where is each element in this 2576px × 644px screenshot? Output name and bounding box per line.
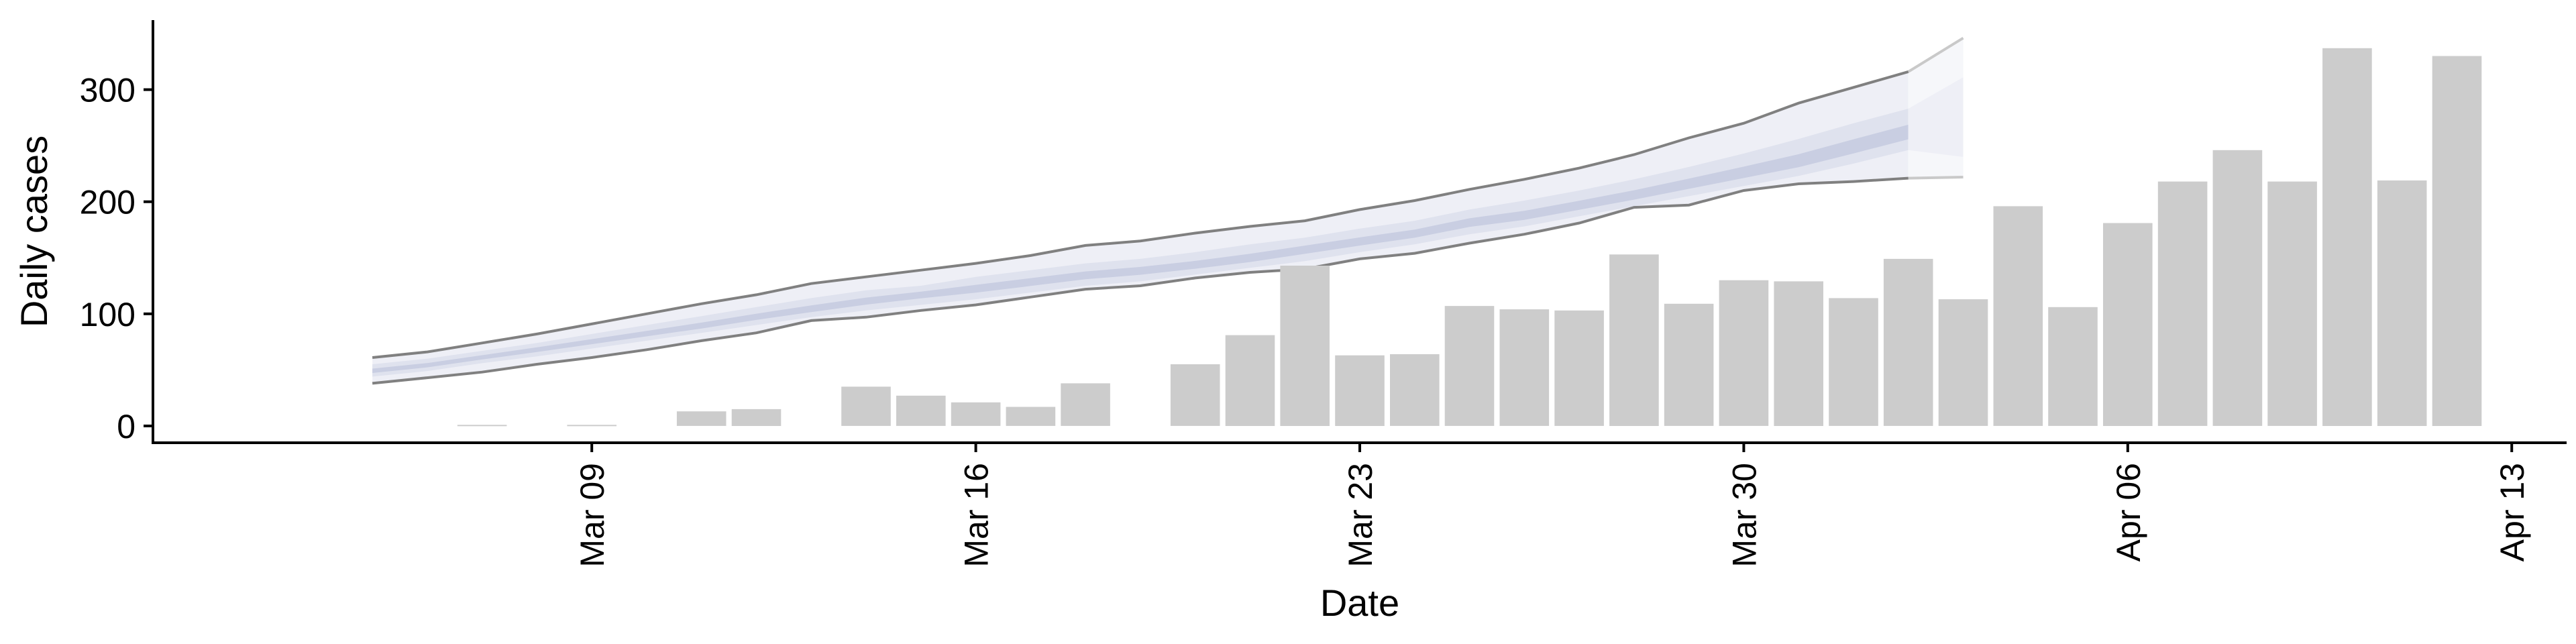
bar <box>1499 309 1550 426</box>
band-lower-line <box>372 176 1909 385</box>
bar <box>1225 335 1275 426</box>
x-tick-label: Apr 06 <box>2110 463 2147 561</box>
y-tick-label: 300 <box>80 72 136 109</box>
bar <box>731 409 782 426</box>
x-axis-title: Date <box>1320 582 1399 624</box>
bar <box>1993 206 2043 426</box>
bar <box>2377 180 2427 426</box>
bar <box>1280 266 1330 426</box>
bar <box>1554 310 1604 426</box>
bar <box>1938 299 1988 426</box>
band-tail-upper-line <box>1907 36 1964 73</box>
band-outer-interval <box>372 71 1909 384</box>
bar <box>1883 258 1933 426</box>
bar <box>1061 383 1110 426</box>
y-tick-label: 200 <box>80 184 136 221</box>
bar <box>1719 280 1769 426</box>
bar <box>896 395 946 426</box>
bar <box>2157 181 2208 426</box>
band-mid-interval <box>372 109 1909 377</box>
bar-series <box>457 48 2482 427</box>
bar <box>841 386 891 426</box>
bar <box>567 425 616 427</box>
bar <box>2048 307 2098 426</box>
x-tick-label: Mar 09 <box>574 463 611 568</box>
x-tick-label: Mar 23 <box>1342 463 1379 568</box>
bar <box>1335 355 1385 426</box>
bar <box>2267 181 2317 426</box>
bar <box>1444 306 1495 426</box>
y-tick-label: 0 <box>117 408 136 445</box>
bar <box>1774 281 1823 426</box>
bar <box>2432 56 2482 426</box>
bar <box>951 402 1001 426</box>
bar <box>2212 150 2263 426</box>
x-tick-label: Apr 13 <box>2493 463 2531 561</box>
y-tick-label: 100 <box>80 296 136 333</box>
band-upper-line <box>372 70 1909 359</box>
bar <box>457 425 507 427</box>
bar <box>1664 303 1714 426</box>
bar <box>676 411 727 426</box>
band-tail-mid <box>1908 77 1964 157</box>
y-axis-title: Daily cases <box>13 136 55 327</box>
bar <box>2322 48 2372 427</box>
ticks: 0 100 200 300 Mar 09 Mar 16 Mar 23 Mar 30 Apr 06… <box>80 72 2532 568</box>
bar <box>1006 407 1056 426</box>
bar <box>1390 354 1440 426</box>
bar <box>1829 298 1878 426</box>
bar <box>1170 364 1220 426</box>
x-tick-label: Mar 16 <box>958 463 996 568</box>
x-tick-label: Mar 30 <box>1725 463 1763 568</box>
bar <box>1609 254 1659 426</box>
projection-band <box>372 36 1964 385</box>
band-tail-lower-line <box>1908 176 1964 180</box>
bar <box>2103 223 2153 426</box>
